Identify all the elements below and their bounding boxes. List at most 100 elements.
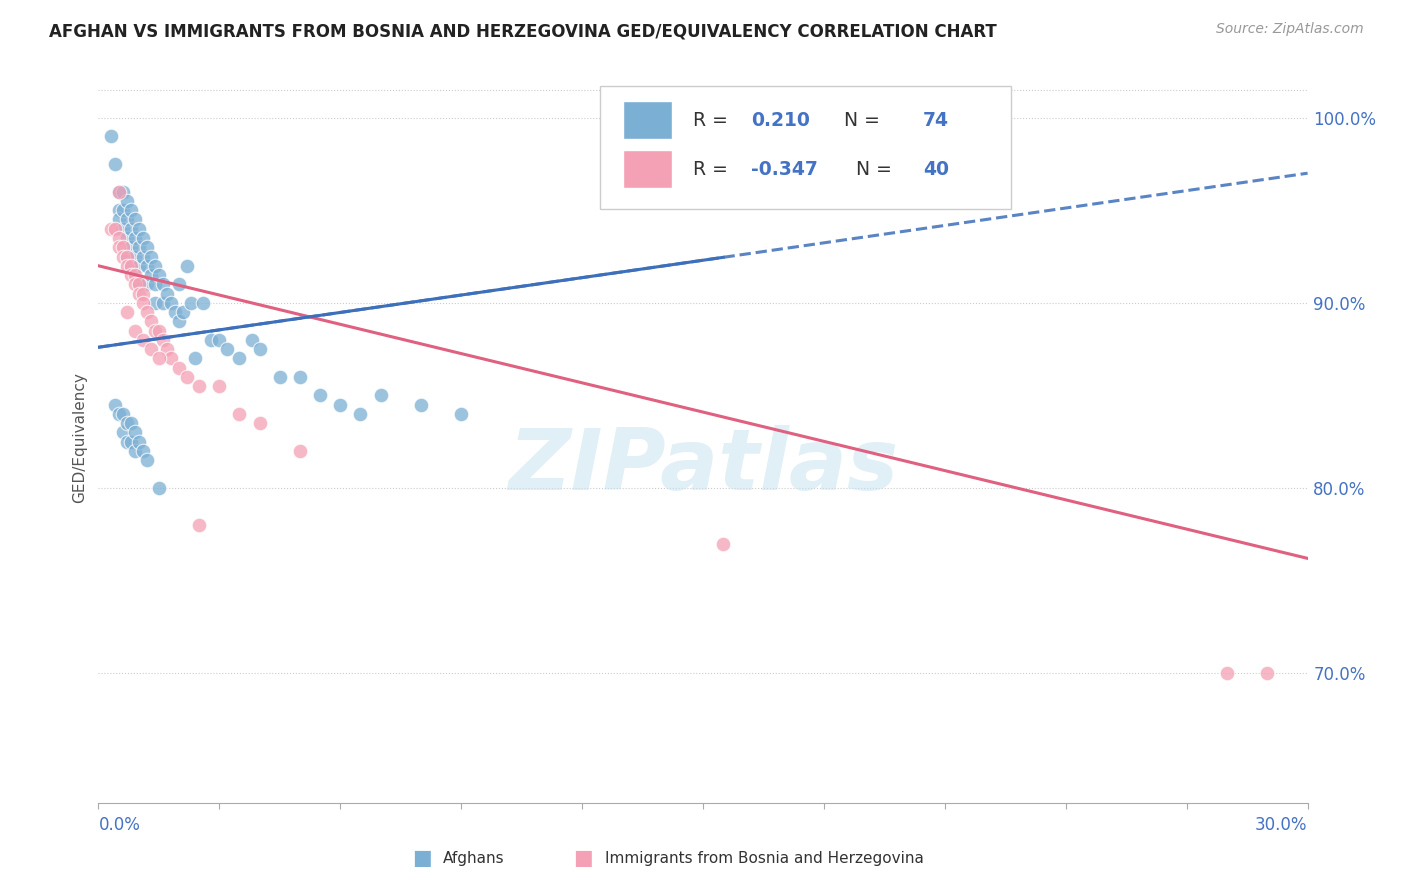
Point <box>100 129 122 144</box>
Point <box>128 277 150 292</box>
Point <box>124 231 146 245</box>
Point <box>288 444 311 458</box>
Text: AFGHAN VS IMMIGRANTS FROM BOSNIA AND HERZEGOVINA GED/EQUIVALENCY CORRELATION CHA: AFGHAN VS IMMIGRANTS FROM BOSNIA AND HER… <box>49 22 997 40</box>
Text: ■: ■ <box>574 848 593 868</box>
Point <box>128 286 150 301</box>
Point <box>124 277 146 292</box>
Point <box>208 379 231 393</box>
Point <box>100 221 122 235</box>
Point <box>143 324 166 338</box>
Point <box>148 481 170 495</box>
Point <box>103 157 125 171</box>
Text: N =: N = <box>845 160 898 179</box>
Point <box>156 286 179 301</box>
Point <box>124 268 146 282</box>
Point <box>370 388 392 402</box>
Point <box>160 351 183 366</box>
Point <box>148 324 170 338</box>
Text: R =: R = <box>693 111 734 130</box>
Point <box>135 305 157 319</box>
Point <box>188 518 211 533</box>
Point <box>329 398 352 412</box>
Point <box>1216 666 1239 681</box>
Point <box>160 295 183 310</box>
Point <box>139 314 162 328</box>
Point <box>132 250 155 264</box>
Point <box>711 536 734 550</box>
Point <box>115 194 138 208</box>
Point <box>143 259 166 273</box>
Point <box>128 240 150 254</box>
Point <box>288 370 311 384</box>
Point <box>228 351 250 366</box>
Point <box>115 434 138 449</box>
Point <box>249 416 271 430</box>
Bar <box>623 151 672 188</box>
Point <box>124 212 146 227</box>
Point <box>450 407 472 421</box>
Point <box>139 342 162 356</box>
Point <box>115 212 138 227</box>
Point <box>107 185 129 199</box>
Point <box>132 333 155 347</box>
Point <box>249 342 271 356</box>
Point <box>132 444 155 458</box>
Point <box>139 268 162 282</box>
Point <box>107 185 129 199</box>
Text: R =: R = <box>693 160 734 179</box>
Bar <box>623 102 672 139</box>
Point <box>163 305 186 319</box>
Point <box>111 240 134 254</box>
Point <box>120 416 142 430</box>
Text: 74: 74 <box>924 111 949 130</box>
Point <box>167 314 190 328</box>
Text: Afghans: Afghans <box>443 851 505 865</box>
Point <box>128 259 150 273</box>
Text: -0.347: -0.347 <box>751 160 818 179</box>
Point <box>124 250 146 264</box>
Point <box>115 250 138 264</box>
Point <box>152 295 174 310</box>
Point <box>180 295 202 310</box>
Point <box>200 333 222 347</box>
Point <box>176 370 198 384</box>
Point <box>228 407 250 421</box>
FancyBboxPatch shape <box>600 86 1011 209</box>
Point <box>111 250 134 264</box>
Point <box>167 360 190 375</box>
Point <box>120 259 142 273</box>
Point <box>115 231 138 245</box>
Point <box>193 295 215 310</box>
Point <box>111 221 134 235</box>
Text: ZIPatlas: ZIPatlas <box>508 425 898 508</box>
Point <box>143 295 166 310</box>
Point <box>135 453 157 467</box>
Point <box>111 203 134 218</box>
Point <box>135 240 157 254</box>
Point <box>120 259 142 273</box>
Point <box>409 398 432 412</box>
Point <box>135 277 157 292</box>
Point <box>107 407 129 421</box>
Point <box>132 231 155 245</box>
Text: 40: 40 <box>924 160 949 179</box>
Point <box>269 370 291 384</box>
Point <box>111 425 134 440</box>
Text: ■: ■ <box>412 848 432 868</box>
Text: Source: ZipAtlas.com: Source: ZipAtlas.com <box>1216 22 1364 37</box>
Point <box>107 212 129 227</box>
Point <box>167 277 190 292</box>
Point <box>240 333 263 347</box>
Point <box>309 388 332 402</box>
Point <box>1256 666 1278 681</box>
Point <box>208 333 231 347</box>
Point <box>124 324 146 338</box>
Point <box>156 342 179 356</box>
Text: N =: N = <box>832 111 886 130</box>
Point <box>132 295 155 310</box>
Point <box>115 305 138 319</box>
Point <box>124 444 146 458</box>
Point <box>120 434 142 449</box>
Text: 0.210: 0.210 <box>751 111 810 130</box>
Y-axis label: GED/Equivalency: GED/Equivalency <box>72 372 87 502</box>
